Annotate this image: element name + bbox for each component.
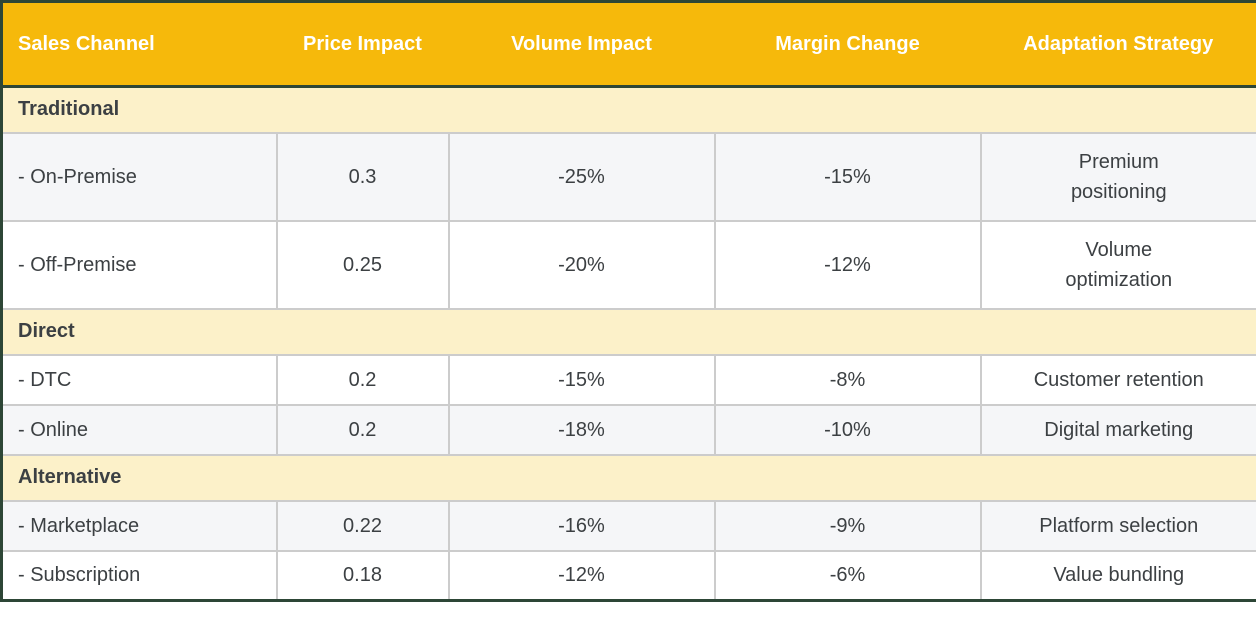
cell-price-impact: 0.25 [275, 219, 449, 309]
cell-margin-change: -15% [713, 131, 981, 221]
section-label: Alternative [1, 453, 1256, 502]
cell-channel: - Subscription [1, 549, 277, 601]
cell-channel: - Marketplace [1, 499, 277, 551]
column-header-margin-change: Margin Change [714, 1, 981, 88]
cell-volume-impact: -15% [447, 353, 715, 405]
section-label: Traditional [1, 85, 1256, 134]
table-row-online: - Online 0.2 -18% -10% Digital marketing [1, 403, 1256, 455]
cell-strategy: Volume optimization [979, 219, 1256, 309]
table-row-subscription: - Subscription 0.18 -12% -6% Value bundl… [1, 549, 1256, 601]
sales-channel-impact-table: Sales Channel Price Impact Volume Impact… [0, 0, 1256, 602]
cell-margin-change: -9% [713, 499, 981, 551]
cell-margin-change: -12% [713, 219, 981, 309]
column-header-sales-channel: Sales Channel [1, 1, 277, 88]
section-label: Direct [1, 307, 1256, 356]
cell-volume-impact: -16% [447, 499, 715, 551]
section-row-direct: Direct [1, 307, 1256, 356]
section-row-traditional: Traditional [1, 85, 1256, 134]
cell-volume-impact: -25% [447, 131, 715, 221]
strategy-text: Volume optimization [1065, 238, 1173, 291]
cell-price-impact: 0.18 [275, 549, 449, 601]
cell-price-impact: 0.22 [275, 499, 449, 551]
column-header-volume-impact: Volume Impact [448, 1, 715, 88]
cell-strategy: Premium positioning [979, 131, 1256, 221]
cell-channel: - DTC [1, 353, 277, 405]
cell-margin-change: -6% [713, 549, 981, 601]
cell-strategy: Digital marketing [979, 403, 1256, 455]
cell-price-impact: 0.2 [275, 353, 449, 405]
cell-strategy: Value bundling [979, 549, 1256, 601]
header-row: Sales Channel Price Impact Volume Impact… [1, 1, 1256, 88]
cell-channel: - Online [1, 403, 277, 455]
table-row-dtc: - DTC 0.2 -15% -8% Customer retention [1, 353, 1256, 405]
column-header-adaptation-strategy: Adaptation Strategy [980, 1, 1256, 88]
cell-margin-change: -8% [713, 353, 981, 405]
cell-price-impact: 0.2 [275, 403, 449, 455]
cell-channel: - On-Premise [1, 131, 277, 221]
cell-volume-impact: -20% [447, 219, 715, 309]
section-row-alternative: Alternative [1, 453, 1256, 502]
cell-volume-impact: -12% [447, 549, 715, 601]
table-row-marketplace: - Marketplace 0.22 -16% -9% Platform sel… [1, 499, 1256, 551]
cell-margin-change: -10% [713, 403, 981, 455]
cell-volume-impact: -18% [447, 403, 715, 455]
cell-channel: - Off-Premise [1, 219, 277, 309]
cell-strategy: Customer retention [979, 353, 1256, 405]
column-header-price-impact: Price Impact [276, 1, 449, 88]
strategy-text: Premium positioning [1070, 150, 1167, 203]
cell-strategy: Platform selection [979, 499, 1256, 551]
cell-price-impact: 0.3 [275, 131, 449, 221]
table-row-on-premise: - On-Premise 0.3 -25% -15% Premium posit… [1, 131, 1256, 221]
table-row-off-premise: - Off-Premise 0.25 -20% -12% Volume opti… [1, 219, 1256, 309]
